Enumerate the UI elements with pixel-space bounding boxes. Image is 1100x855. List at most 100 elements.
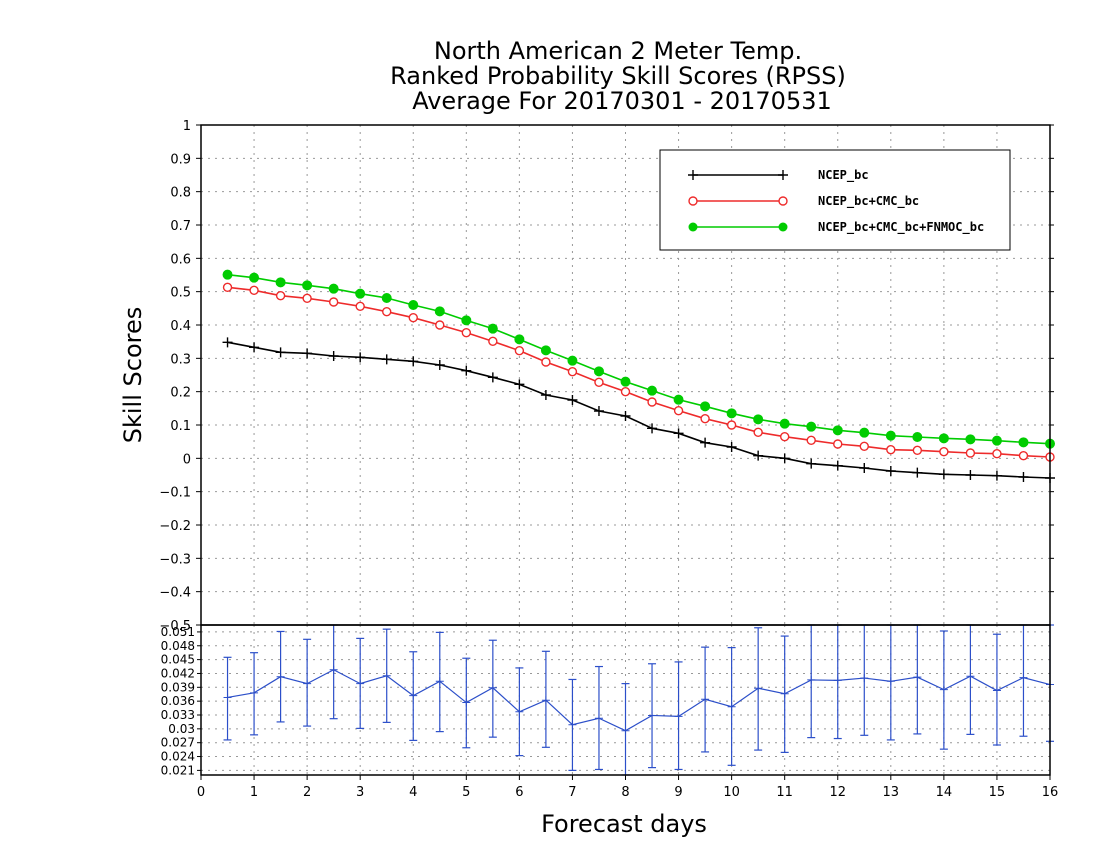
data-point <box>567 366 578 377</box>
x-tick-label: 10 <box>723 785 740 800</box>
series-line <box>227 341 1051 479</box>
data-point <box>885 430 896 441</box>
y-tick-label: 0.039 <box>161 680 195 694</box>
bottom-data-point <box>462 698 471 707</box>
bottom-data-point <box>568 720 577 729</box>
x-axis-ticks: 0 1 2 3 4 5 6 7 8 9 10 11 12 13 14 15 16 <box>197 775 1058 800</box>
data-point <box>249 285 259 296</box>
y-tick-label: 0.3 <box>170 352 191 367</box>
y-tick-label: 0.8 <box>170 186 191 201</box>
data-point <box>302 348 313 359</box>
data-point <box>779 431 790 442</box>
legend-label: NCEP_bc <box>818 168 869 183</box>
data-point <box>991 435 1002 446</box>
bottom-data-point <box>966 672 975 681</box>
data-point <box>249 342 260 353</box>
data-point <box>620 411 631 421</box>
data-point <box>540 345 551 356</box>
bottom-data-point <box>435 677 444 686</box>
bottom-panel-y-ticks: 0.0510.0480.0450.0420.0390.0360.0330.030… <box>161 625 201 777</box>
data-point <box>833 439 843 449</box>
legend-box <box>659 149 1011 251</box>
y-tick-label: 0.2 <box>170 386 191 401</box>
series-3 <box>222 269 1055 449</box>
data-point <box>222 337 233 348</box>
x-tick-label: 11 <box>776 785 793 800</box>
x-tick-label: 14 <box>936 785 953 800</box>
legend-marker <box>688 222 698 232</box>
series-2 <box>222 282 1055 462</box>
bottom-data-point <box>860 674 869 683</box>
data-point <box>1018 437 1029 448</box>
bottom-data-point <box>515 707 524 716</box>
x-tick-label: 8 <box>621 785 629 800</box>
data-point <box>567 395 578 405</box>
y-tick-label: 0.024 <box>161 750 195 764</box>
x-tick-label: 13 <box>883 785 900 800</box>
legend-marker <box>778 196 788 206</box>
x-tick-label: 5 <box>462 785 470 800</box>
data-point <box>540 390 551 400</box>
legend-item: NCEP_bc+CMC_bc <box>688 194 919 209</box>
data-point <box>514 345 525 356</box>
y-tick-label: 0.042 <box>161 666 195 680</box>
bottom-data-point <box>1019 673 1028 682</box>
x-tick-label: 16 <box>1042 785 1059 800</box>
y-tick-label: 0.03 <box>168 722 195 736</box>
data-point <box>912 445 923 456</box>
data-point <box>647 385 658 396</box>
data-point <box>859 427 870 438</box>
data-point <box>567 355 578 366</box>
data-point <box>620 376 631 387</box>
data-point <box>593 366 604 377</box>
bottom-data-point <box>913 673 922 682</box>
data-point <box>408 312 418 323</box>
data-point <box>806 421 817 432</box>
title-line-2: Ranked Probability Skill Scores (RPSS) <box>390 62 846 90</box>
data-point <box>779 418 790 429</box>
data-point <box>673 394 684 405</box>
y-tick-label: 1 <box>183 119 191 134</box>
bottom-data-point <box>727 702 736 711</box>
data-point <box>275 277 286 288</box>
data-point <box>938 433 949 444</box>
data-point <box>753 427 763 438</box>
y-tick-label: 0.021 <box>161 763 195 777</box>
bottom-data-point <box>833 676 842 685</box>
x-tick-label: 4 <box>409 785 417 800</box>
data-point <box>832 425 843 436</box>
bottom-data-point <box>250 688 259 697</box>
data-point <box>1018 472 1029 482</box>
legend-marker <box>688 196 698 206</box>
legend: NCEP_bc NCEP_bc+CMC_bc NCEP_bc+CMC_bc+FNMO… <box>659 149 1011 251</box>
data-point <box>779 453 790 464</box>
bottom-data-point <box>621 726 630 735</box>
data-point <box>355 301 365 312</box>
data-point <box>328 297 339 307</box>
data-point <box>991 470 1002 481</box>
data-point <box>647 397 657 407</box>
chart-title: North American 2 Meter Temp. Ranked Prob… <box>390 37 846 115</box>
data-point <box>673 428 684 439</box>
x-tick-label: 7 <box>568 785 576 800</box>
series-line <box>227 273 1051 445</box>
bottom-data-point <box>780 689 789 698</box>
x-tick-label: 0 <box>197 785 205 800</box>
y-tick-label: 0 <box>183 452 191 467</box>
data-point <box>487 372 498 383</box>
data-point <box>408 300 419 310</box>
bottom-data-point <box>356 679 365 688</box>
data-point <box>381 354 392 365</box>
y-tick-label: −0.2 <box>159 519 191 534</box>
data-point <box>488 336 498 347</box>
y-tick-label: −0.3 <box>159 552 191 567</box>
data-point <box>382 306 392 317</box>
data-point <box>302 280 313 291</box>
x-tick-label: 1 <box>250 785 258 800</box>
data-point <box>726 408 737 419</box>
data-point <box>593 406 604 416</box>
data-point <box>328 283 339 294</box>
data-point <box>434 306 445 317</box>
y-tick-label: 0.7 <box>170 219 191 234</box>
